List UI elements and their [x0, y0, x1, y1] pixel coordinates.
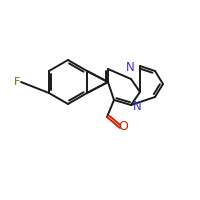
Text: O: O [118, 119, 128, 132]
Text: F: F [14, 77, 20, 87]
Text: N: N [126, 61, 134, 74]
Text: N: N [133, 100, 142, 114]
